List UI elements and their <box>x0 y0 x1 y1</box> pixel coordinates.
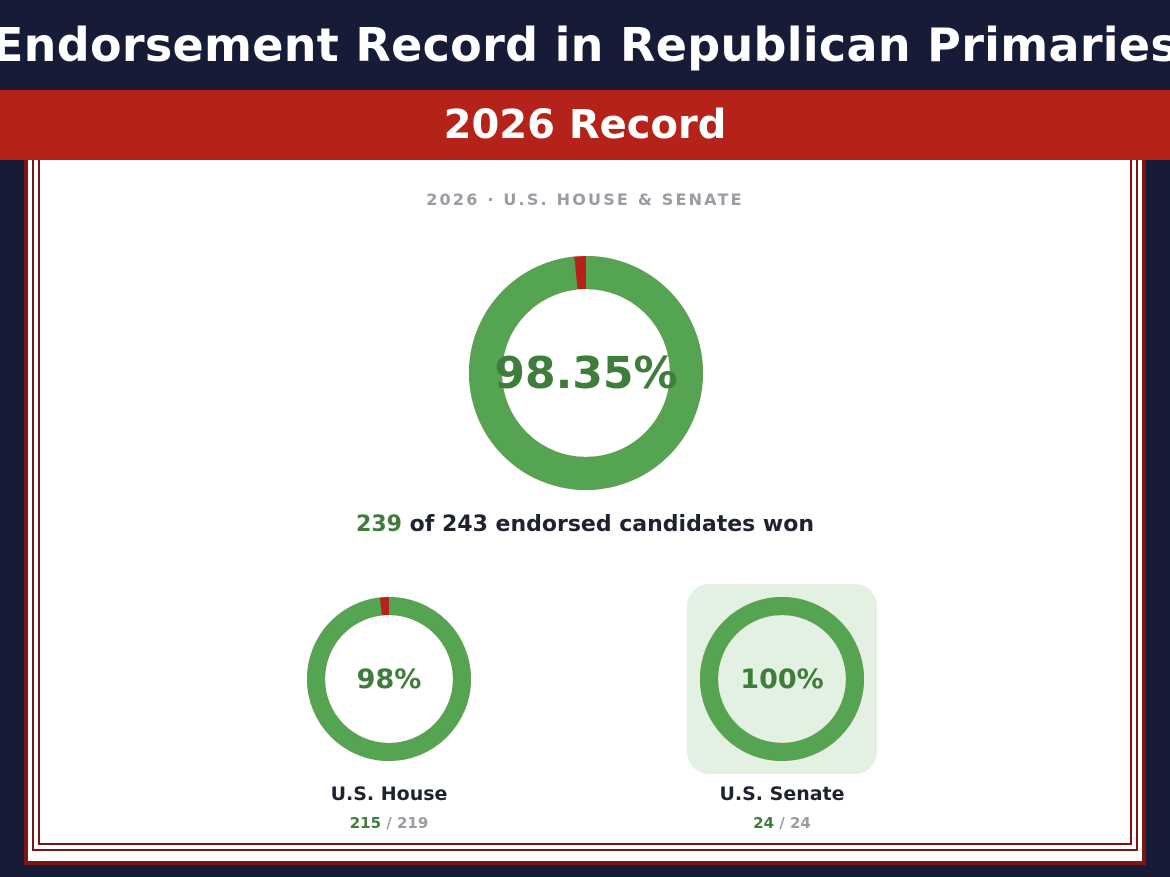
overall-donut-chart <box>469 256 703 490</box>
title-bar: Endorsement Record in Republican Primari… <box>0 0 1170 90</box>
house-percent-label: 98% <box>356 663 422 695</box>
senate-won-count: 24 <box>753 814 775 832</box>
summary-text: of 243 endorsed candidates won <box>401 512 814 537</box>
panel-subtitle: 2026 · U.S. HOUSE & SENATE <box>426 190 744 209</box>
summary-won-count: 239 <box>356 512 402 537</box>
senate-ring-wins <box>700 597 864 761</box>
senate-donut-chart <box>700 597 864 761</box>
house-won-count: 215 <box>349 814 382 832</box>
house-donut-chart <box>307 597 471 761</box>
senate-count: 24 / 24 <box>632 814 932 832</box>
senate-highlight-card <box>687 584 877 774</box>
senate-total-count: / 24 <box>779 814 811 832</box>
overall-percent-label: 98.35% <box>494 347 678 399</box>
page-title: Endorsement Record in Republican Primari… <box>0 18 1170 72</box>
overall-summary: 239 of 243 endorsed candidates won <box>0 512 1170 537</box>
senate-percent-label: 100% <box>740 663 824 695</box>
overall-ring-wins <box>469 256 703 490</box>
house-count: 215 / 219 <box>239 814 539 832</box>
house-ring-wins <box>307 597 471 761</box>
record-band: 2026 Record <box>0 90 1170 160</box>
house-chamber-name: U.S. House <box>330 783 448 805</box>
panel-frame-inner-2 <box>38 140 1132 845</box>
house-total-count: / 219 <box>386 814 429 832</box>
senate-chamber-name: U.S. Senate <box>719 783 845 805</box>
record-year-heading: 2026 Record <box>443 102 727 148</box>
